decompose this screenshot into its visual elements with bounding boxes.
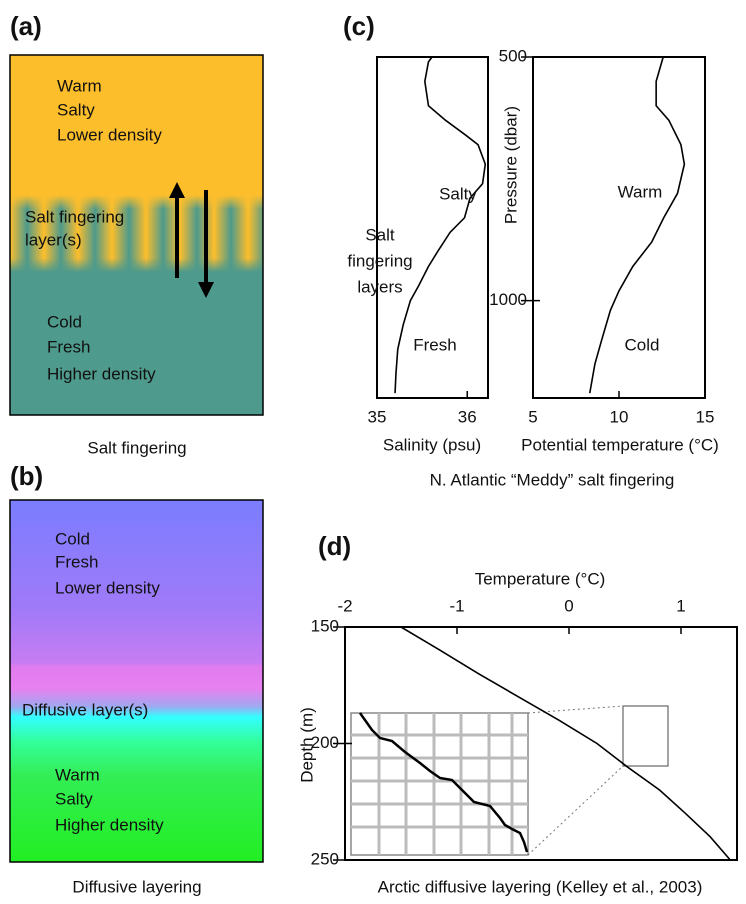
label: layer(s) (25, 230, 82, 249)
panel-label: (a) (10, 11, 42, 41)
annotation: Cold (625, 335, 660, 354)
y-tick-label: 500 (499, 46, 527, 65)
panel-label: (b) (10, 461, 43, 491)
zoom-line (528, 766, 623, 855)
caption: Arctic diffusive layering (Kelley et al.… (378, 877, 703, 896)
panel-label: (d) (318, 531, 351, 561)
label: Warm (55, 765, 100, 784)
label: Salt fingering (25, 207, 124, 226)
x-axis-label: Temperature (°C) (475, 569, 606, 588)
x-tick-label: 36 (458, 407, 477, 426)
caption: Diffusive layering (72, 877, 201, 896)
annotation: Salt (365, 225, 395, 244)
label: Lower density (55, 578, 160, 597)
x-tick-label: 0 (564, 596, 573, 615)
x-tick-label: 5 (528, 407, 537, 426)
annotation: Salty (439, 184, 477, 203)
label: Salty (57, 100, 95, 119)
label: Diffusive layer(s) (22, 700, 148, 719)
x-axis-label: Salinity (psu) (383, 435, 481, 454)
fade (10, 258, 263, 272)
annotation: Fresh (413, 335, 456, 354)
caption: N. Atlantic “Meddy” salt fingering (430, 470, 675, 489)
x-tick-label: -2 (337, 596, 352, 615)
panel-label: (c) (343, 11, 375, 41)
label: Warm (57, 76, 102, 95)
x-tick-label: 10 (610, 407, 629, 426)
zoom-box (623, 706, 668, 766)
zoom-line (528, 706, 623, 713)
annotation: fingering (347, 251, 412, 270)
annotation: layers (357, 277, 402, 296)
plot-frame (533, 57, 705, 398)
label: Cold (47, 312, 82, 331)
label: Salty (55, 789, 93, 808)
x-tick-label: 15 (696, 407, 715, 426)
y-tick-label: 250 (311, 849, 339, 868)
label: Higher density (55, 815, 164, 834)
figure: (a) Warm Salty Lower density Salt finger… (0, 0, 746, 904)
label: Fresh (47, 337, 90, 356)
x-tick-label: 35 (368, 407, 387, 426)
y-axis-label: Depth (m) (297, 707, 316, 783)
x-tick-label: 1 (676, 596, 685, 615)
frame (10, 500, 263, 862)
y-axis-label: Pressure (dbar) (501, 106, 520, 224)
annotation: Warm (618, 182, 663, 201)
y-tick-label: 1000 (489, 290, 527, 309)
label: Fresh (55, 552, 98, 571)
label: Cold (55, 529, 90, 548)
caption: Salt fingering (87, 438, 186, 457)
x-tick-label: -1 (449, 596, 464, 615)
label: Lower density (57, 125, 162, 144)
y-tick-label: 150 (311, 616, 339, 635)
inset (351, 706, 668, 855)
x-axis-label: Potential temperature (°C) (521, 435, 719, 454)
label: Higher density (47, 364, 156, 383)
